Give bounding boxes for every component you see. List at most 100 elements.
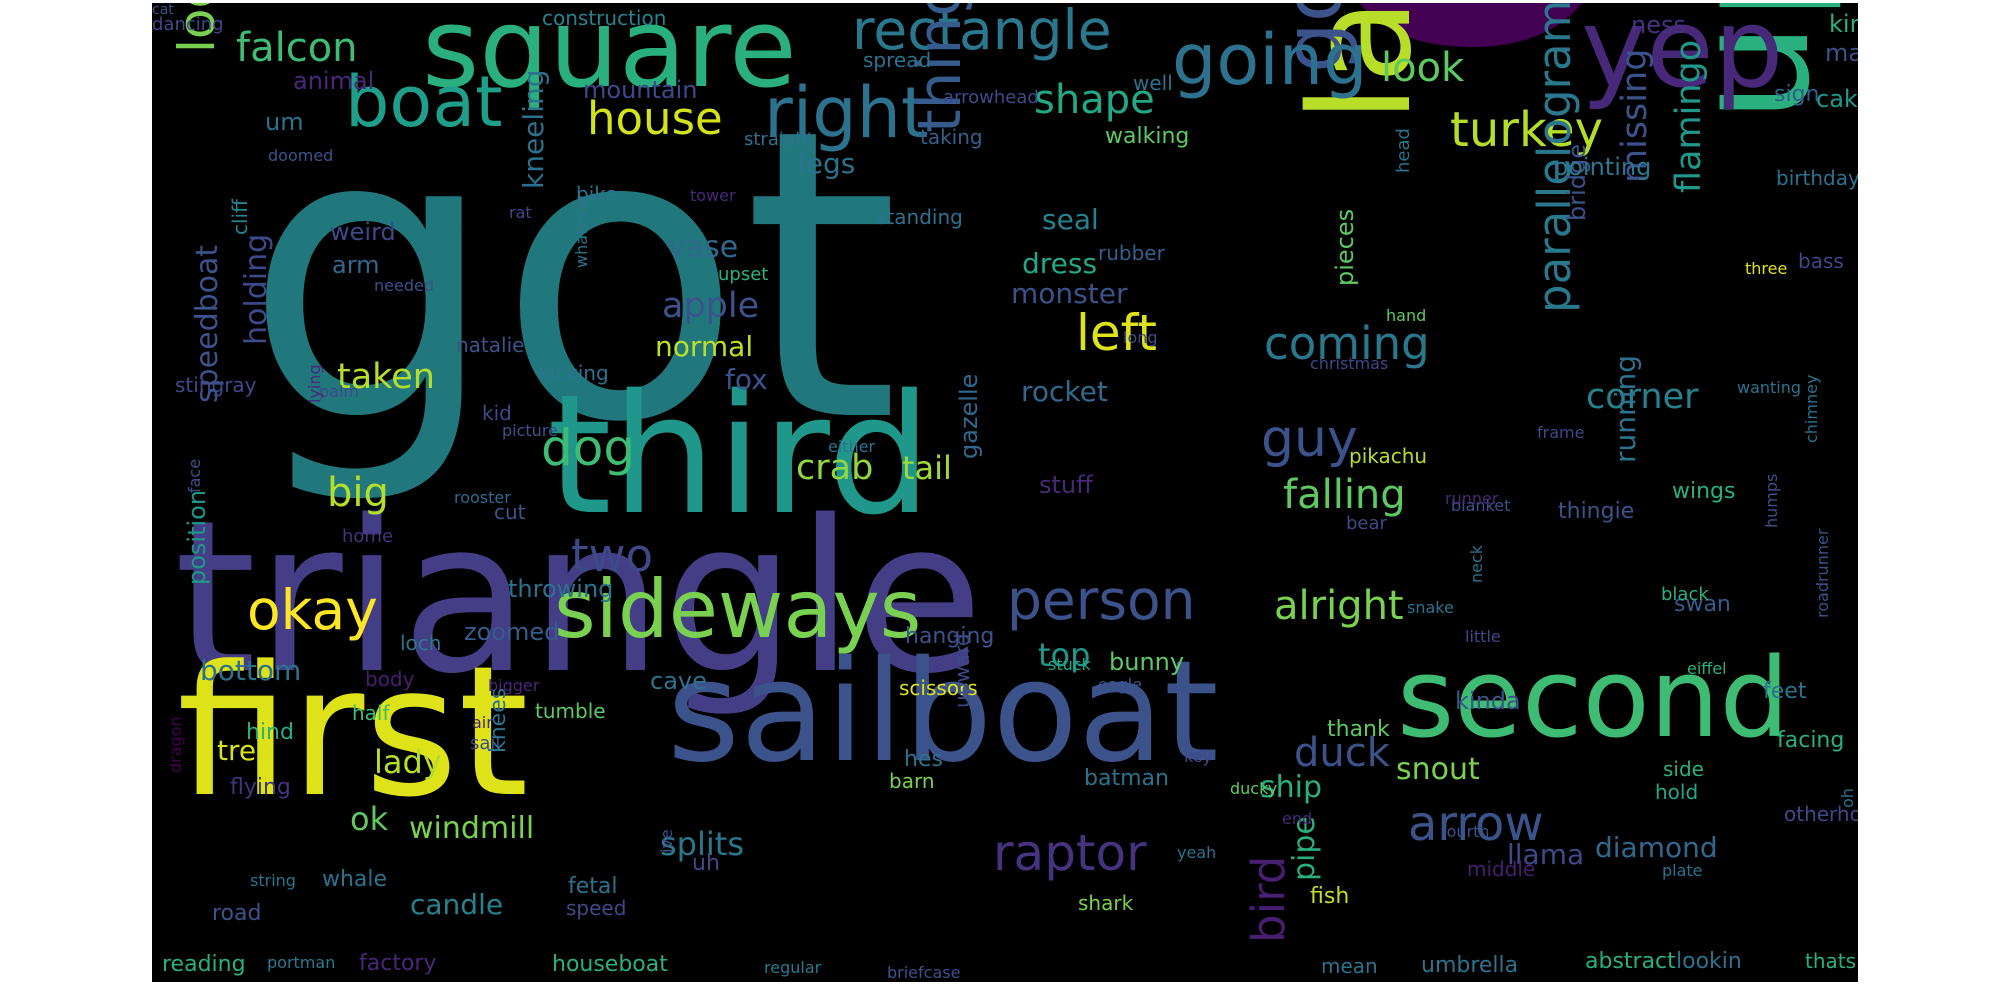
cloud-word: look [1381,45,1465,91]
cloud-word: flying [230,775,291,800]
cloud-word: middle [1467,857,1536,881]
cloud-word: kid [482,401,512,425]
cloud-word: ok [350,800,389,838]
cloud-word: monster [1011,277,1128,310]
cloud-word: hes [904,747,943,772]
cloud-word: kinda [1455,687,1521,715]
cloud-word: cut [494,500,526,524]
cloud-word: weird [330,218,396,246]
word-cloud: gotonetrianglefirstthirdupsidelastsailbo… [152,3,1858,982]
cloud-word: holding [239,233,274,345]
cloud-word: cake [1816,85,1858,113]
cloud-word: coming [1264,317,1430,370]
cloud-word: uh [692,851,720,876]
cloud-word: dancing [152,14,224,35]
cloud-word: mountain [583,76,698,104]
cloud-word: fish [1310,884,1350,909]
cloud-word: needed [374,276,434,295]
cloud-word: wanting [1737,378,1802,397]
cloud-word: shark [1078,891,1134,915]
cloud-word: llama [1507,838,1585,871]
cloud-word: birthday [1776,166,1858,190]
cloud-word: guy [1261,409,1358,469]
cloud-word: blanket [1451,496,1511,515]
cloud-word: tumble [535,699,606,723]
cloud-word: lying [305,364,324,403]
cloud-word: feet [1763,679,1807,704]
cloud-word: hold [1655,780,1699,804]
cloud-word: bunny [1109,648,1185,676]
cloud-word: hanging [905,624,995,649]
cloud-word: either [828,437,876,456]
cloud-word: regular [764,958,822,977]
cloud-word: third [547,359,932,551]
cloud-word: position [183,489,211,585]
cloud-word: person [1007,568,1196,632]
cloud-word: well [1133,71,1173,95]
cloud-word: bike [576,182,618,206]
cloud-word: scissors [899,676,978,700]
cloud-word: right [764,72,929,154]
cloud-word: sideways [554,563,922,656]
cloud-word: doomed [268,146,334,165]
cloud-word: oh [1838,788,1857,808]
cloud-word: animal [293,67,375,95]
cloud-word: fourth [1441,822,1490,841]
cloud-word: bird [1242,855,1295,943]
cloud-word: plate [1662,861,1703,880]
cloud-word: ship [1260,770,1323,805]
cloud-word: whale [322,867,388,892]
cloud-word: throwing [508,575,614,603]
cloud-word: speed [566,896,627,920]
cloud-word: running [1609,354,1642,463]
cloud-word: arm [332,251,380,279]
cloud-word: side [1663,757,1704,781]
cloud-word: ducky [1230,779,1278,798]
cloud-word: arrowhead [943,87,1039,108]
cloud-word: thingie [1558,499,1635,524]
cloud-word: stuff [1039,471,1093,499]
cloud-word: upward [950,633,974,708]
cloud-word: eiffel [1687,659,1727,678]
cloud-word: normal [655,330,754,363]
cloud-word: yep [1581,3,1784,112]
cloud-word: rat [509,203,532,222]
cloud-word: um [265,108,304,136]
cloud-word: swan [1674,592,1731,617]
cloud-word: zoomed [464,618,560,646]
cloud-word: sign [1774,82,1820,107]
cloud-word: alright [1274,583,1404,629]
cloud-word: cliff [228,199,252,235]
cloud-word: dog [541,419,636,477]
cloud-word: tail [902,449,952,487]
cloud-word: half [352,701,390,725]
cloud-word: kneeling [517,69,550,190]
cloud-word: second [1397,634,1790,762]
cloud-word: straight [744,129,814,150]
cloud-word: rubber [1098,241,1165,265]
cloud-word: stingray [175,373,257,397]
cloud-word: okay [247,578,378,642]
cloud-word: falling [1283,472,1406,518]
cloud-word: hand [1386,306,1427,325]
cloud-word: body [365,667,415,691]
cloud-word: legs [798,147,856,180]
cloud-word: sailboat [667,631,1219,794]
cloud-word: rooster [454,488,511,507]
cloud-word: pointing [1553,153,1652,181]
cloud-word: head [1393,128,1414,173]
cloud-word: palm [319,382,359,401]
cloud-word: barn [889,769,935,793]
cloud-word: dress [1022,247,1098,280]
cloud-word: upset [718,264,769,285]
cloud-word: apple [662,286,760,326]
cloud-word: vase [668,230,739,265]
cloud-word: dragon [166,716,185,773]
cloud-word: seal [1042,203,1099,236]
cloud-word: factory [359,951,437,976]
cloud-word: long [1123,328,1158,347]
cloud-word: houseboat [552,952,668,977]
cloud-word: bear [1346,513,1387,534]
cloud-word: left [1076,304,1157,362]
cloud-word: briefcase [887,963,961,982]
